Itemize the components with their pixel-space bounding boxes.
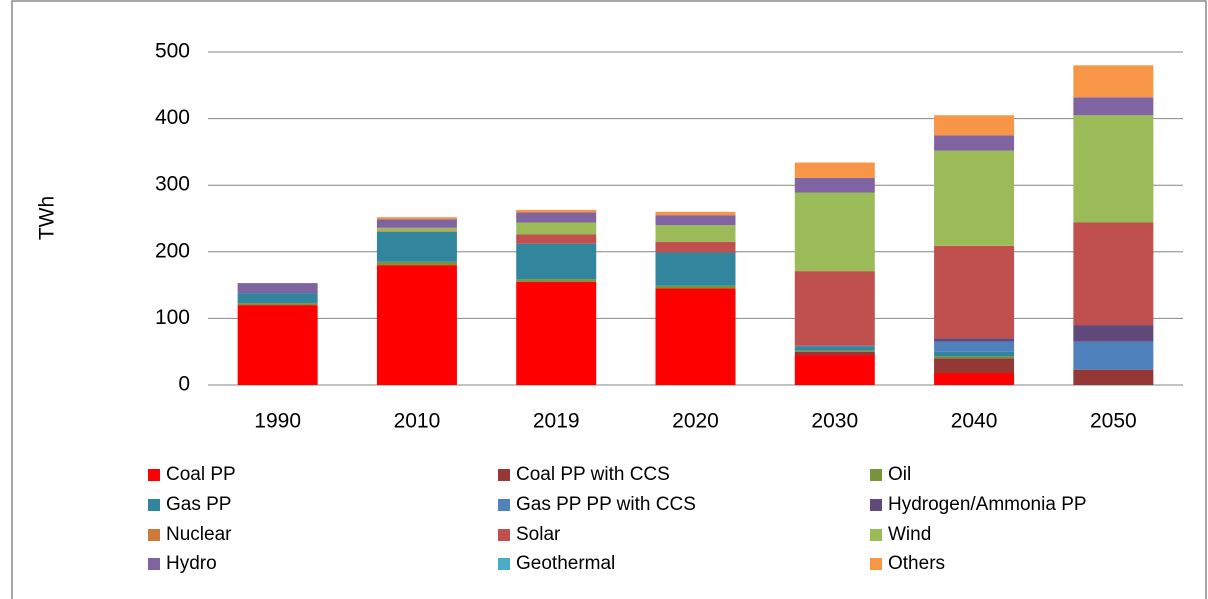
x-tick-label: 2019 <box>533 410 580 433</box>
legend-swatch <box>870 529 882 541</box>
bar-segment <box>516 279 597 282</box>
bar-segment <box>1073 369 1154 385</box>
bar-segment <box>794 351 875 356</box>
bar-segment <box>237 283 318 294</box>
bar-segment <box>237 303 318 306</box>
bar-segment <box>376 261 457 266</box>
bar-segment <box>934 341 1015 352</box>
bar-segment <box>376 231 457 232</box>
legend-swatch <box>148 499 160 511</box>
bar-segment <box>655 225 736 242</box>
bar-segment <box>516 212 597 223</box>
bar-segment <box>516 243 597 280</box>
legend-swatch <box>870 469 882 481</box>
bar-segment <box>794 177 875 193</box>
bar-segment <box>1073 325 1154 342</box>
bar-segment <box>516 234 597 244</box>
bar-segment <box>237 293 318 304</box>
bar-segment <box>516 281 597 385</box>
legend-label: Solar <box>516 524 561 545</box>
y-axis-label: TWh <box>36 196 59 240</box>
legend-swatch <box>498 499 510 511</box>
legend-swatch <box>148 469 160 481</box>
bar-segment <box>1073 97 1154 116</box>
bar-segment <box>1073 65 1154 98</box>
legend-label: Gas PP PP with CCS <box>516 494 696 515</box>
bar-segment <box>934 356 1015 359</box>
x-tick-label: 1990 <box>254 410 301 433</box>
legend-label: Wind <box>888 524 931 545</box>
legend-label: Hydro <box>166 553 217 574</box>
legend-swatch <box>148 529 160 541</box>
bar-segment <box>655 288 736 385</box>
y-tick-label: 400 <box>155 106 190 129</box>
bar-segment <box>655 211 736 216</box>
bar-segment <box>376 231 457 262</box>
legend-label: Others <box>888 553 945 574</box>
bar-segment <box>655 285 736 289</box>
legend-swatch <box>870 558 882 570</box>
bar-segment <box>794 350 875 352</box>
legend: Coal PP Coal PP with CCS Oil Gas PP Gas PP P… <box>148 464 1087 574</box>
legend-label: Coal PP with CCS <box>516 464 670 485</box>
bar-segment <box>934 115 1015 136</box>
bar-segment <box>934 150 1015 246</box>
legend-label: Gas PP <box>166 494 231 515</box>
y-tick-label: 100 <box>155 306 190 329</box>
bar-segment <box>376 227 457 232</box>
bar-segment <box>376 219 457 228</box>
bar-segment <box>655 215 736 226</box>
legend-swatch <box>498 558 510 570</box>
y-tick-label: 200 <box>155 239 190 262</box>
bar-segment <box>376 265 457 385</box>
y-tick-label: 500 <box>155 40 190 63</box>
bar-segment <box>1073 341 1154 370</box>
legend-label: Nuclear <box>166 524 232 545</box>
bar-segment <box>934 338 1015 342</box>
bar-segment <box>794 345 875 348</box>
x-tick-label: 2040 <box>951 410 998 433</box>
bar-segment <box>794 355 875 385</box>
bar-segment <box>794 192 875 272</box>
legend-label: Coal PP <box>166 464 236 485</box>
x-tick-label: 2020 <box>672 410 719 433</box>
legend-label: Oil <box>888 464 911 485</box>
bar-segment <box>794 347 875 351</box>
bar-segment <box>794 271 875 346</box>
bar-segment <box>794 162 875 178</box>
x-tick-label: 2030 <box>811 410 858 433</box>
legend-swatch <box>498 469 510 481</box>
bar-segment <box>1073 115 1154 223</box>
legend-swatch <box>498 529 510 541</box>
bar-segment <box>376 217 457 220</box>
x-tick-label: 2050 <box>1090 410 1137 433</box>
legend-swatch <box>148 558 160 570</box>
bar-segment <box>1073 222 1154 326</box>
bar-segment <box>237 305 318 385</box>
y-tick-label: 300 <box>155 173 190 196</box>
bar-segment <box>655 241 736 253</box>
bar-segment <box>934 351 1015 357</box>
legend-swatch <box>870 499 882 511</box>
bar-segment <box>934 245 1015 339</box>
bar-segment <box>516 222 597 235</box>
bar-segment <box>516 209 597 213</box>
y-tick-label: 0 <box>178 373 190 396</box>
legend-label: Hydrogen/Ammonia PP <box>888 494 1087 515</box>
bar-segment <box>934 135 1015 151</box>
bar-segment <box>934 358 1015 374</box>
bar-segment <box>934 373 1015 385</box>
bar-segment <box>655 252 736 286</box>
x-tick-label: 2010 <box>394 410 441 433</box>
legend-label: Geothermal <box>516 553 615 574</box>
